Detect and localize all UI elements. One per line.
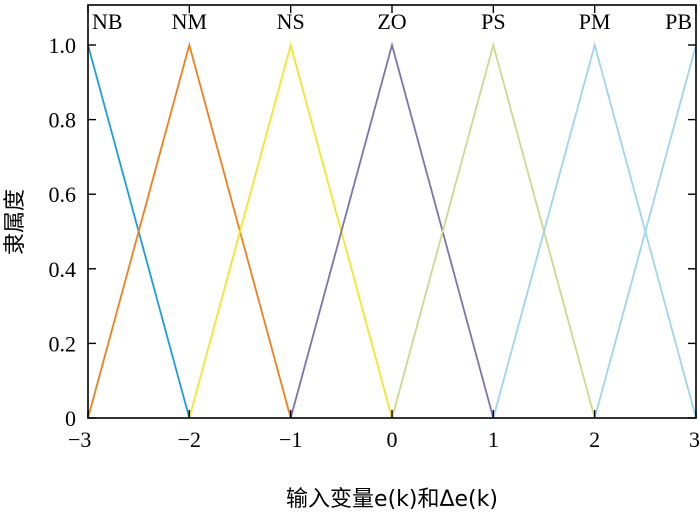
- tick-layer: −3 −2 −1 0 1 2 3 0 0.2 0.4 0.6 0.8 1.0: [49, 5, 700, 452]
- x-tick-label: 0: [387, 427, 398, 452]
- mf-label-layer: NB NM NS ZO PS PM PB: [92, 9, 692, 34]
- series-line-pb: [593, 44, 697, 419]
- y-tick-label: 0.6: [49, 182, 77, 207]
- mf-label-pm: PM: [579, 9, 611, 34]
- mf-label-ps: PS: [481, 9, 505, 34]
- x-tick-label: −1: [279, 427, 302, 452]
- series-line-ps: [391, 41, 596, 419]
- series-line-pm: [492, 41, 697, 419]
- y-tick-label: 0.2: [49, 331, 77, 356]
- mf-label-zo: ZO: [377, 9, 406, 34]
- y-tick-label: 1.0: [49, 33, 77, 58]
- mf-label-nb: NB: [92, 9, 123, 34]
- x-tick-label: 2: [589, 427, 600, 452]
- x-axis-title: 输入变量e(k)和Δe(k): [286, 487, 498, 512]
- y-tick-label: 0: [65, 406, 76, 431]
- series-layer: [87, 41, 697, 419]
- series-line-ns: [188, 41, 393, 419]
- y-axis-title: 隶属度: [3, 189, 28, 255]
- y-tick-label: 0.4: [49, 257, 77, 282]
- mf-label-nm: NM: [172, 9, 207, 34]
- y-tick-label: 0.8: [49, 108, 77, 133]
- mf-label-pb: PB: [665, 9, 692, 34]
- x-tick-label: 3: [689, 427, 700, 452]
- series-line-zo: [289, 41, 495, 419]
- plot-frame: [87, 4, 697, 419]
- series-line-nm: [87, 41, 292, 419]
- x-tick-label: 1: [488, 427, 499, 452]
- x-tick-label: −3: [68, 427, 91, 452]
- x-tick-label: −2: [178, 427, 201, 452]
- mf-label-ns: NS: [277, 9, 305, 34]
